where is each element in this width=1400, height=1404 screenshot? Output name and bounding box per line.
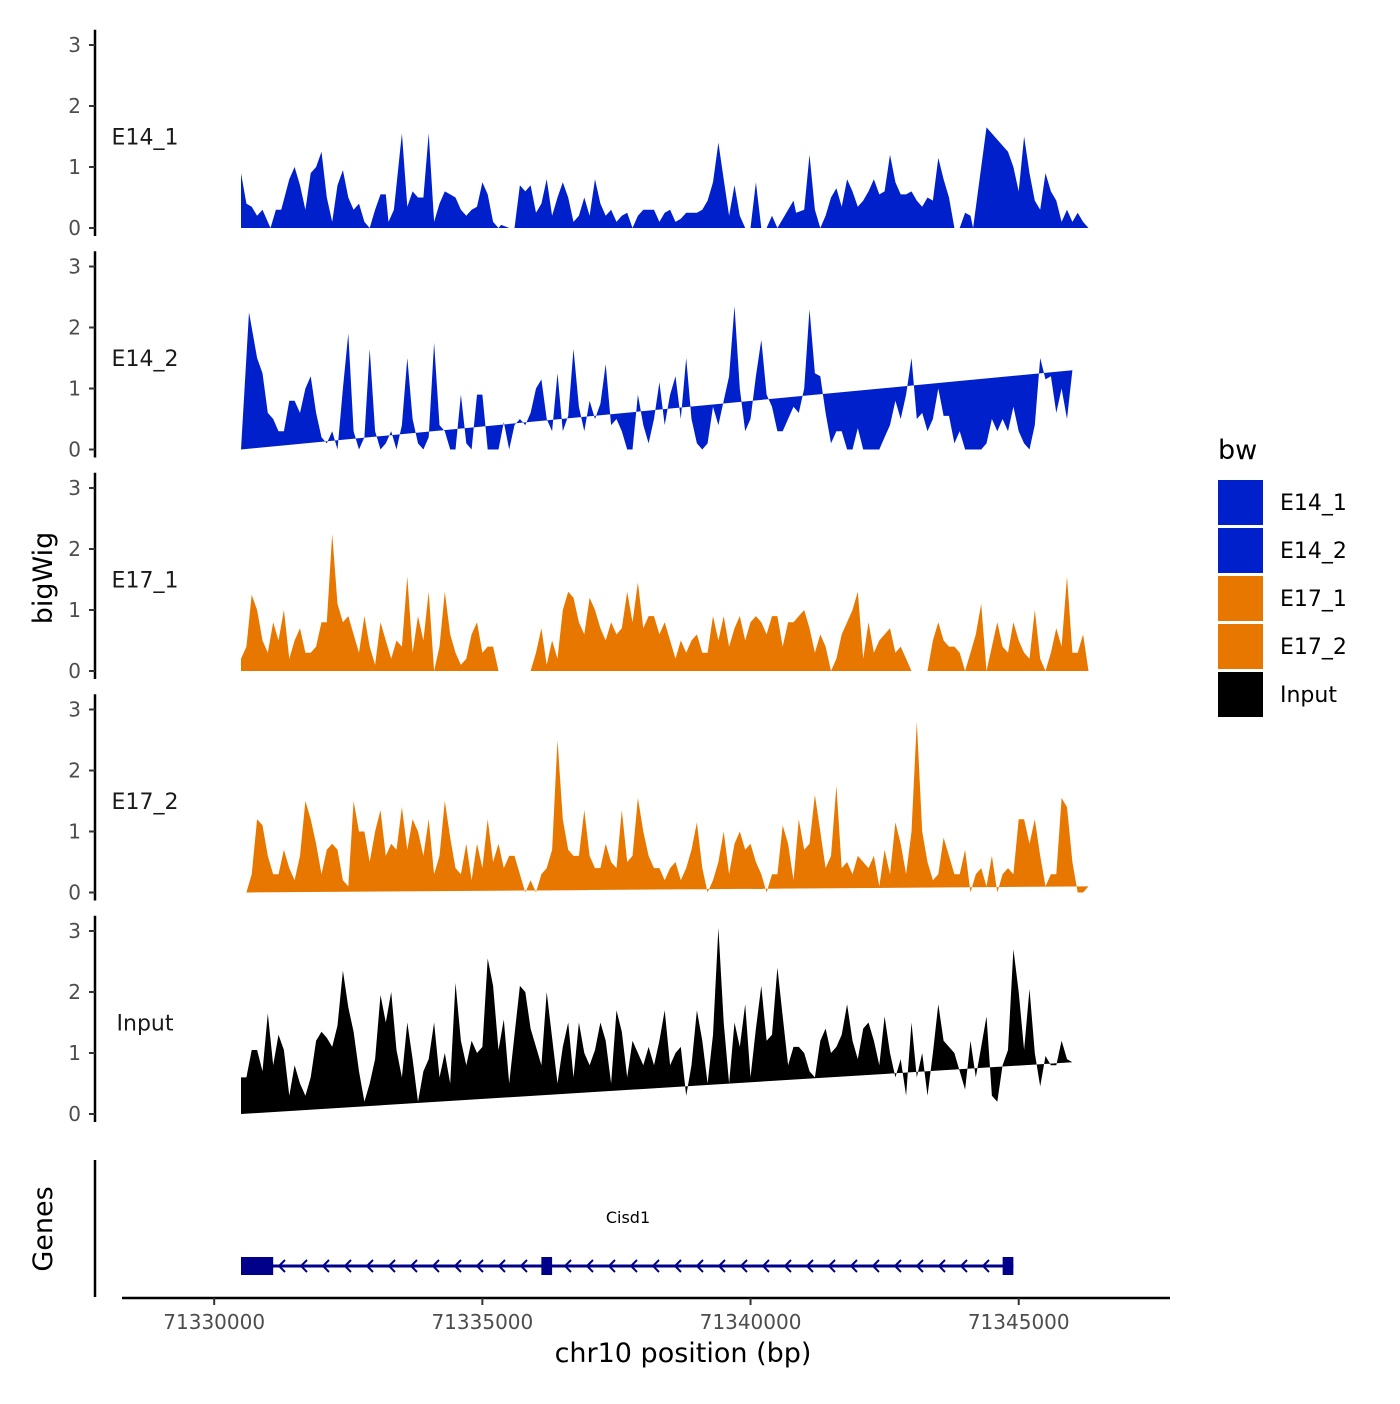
- track-e17-1: 0 1 2 3 E17_1: [68, 472, 1116, 683]
- y-tick-label: 1: [68, 598, 81, 622]
- signal-area-input: [241, 928, 1073, 1114]
- strand-arrow: [915, 1259, 924, 1273]
- x-tick-label: 71335000: [431, 1310, 533, 1334]
- strand-arrow: [849, 1259, 858, 1273]
- strand-arrow: [761, 1259, 770, 1273]
- strand-arrow: [563, 1259, 572, 1273]
- x-tick-label: 71330000: [163, 1310, 265, 1334]
- y-tick-label: 3: [68, 919, 81, 943]
- genes-layer: Cisd1: [93, 1160, 1014, 1297]
- strand-arrow: [783, 1259, 792, 1273]
- y-tick-label: 2: [68, 537, 81, 561]
- signal-area-e17-2: [241, 721, 1089, 893]
- y-tick-label: 2: [68, 94, 81, 118]
- strand-arrow: [321, 1259, 330, 1273]
- legend-swatch: [1218, 480, 1263, 525]
- track-e17-2: 0 1 2 3 E17_2: [68, 694, 1089, 905]
- y-tick-label: 1: [68, 155, 81, 179]
- strand-arrow: [937, 1259, 946, 1273]
- y-tick-label: 0: [68, 438, 81, 462]
- y-tick-label: 0: [68, 881, 81, 905]
- strand-arrow: [651, 1259, 660, 1273]
- y-tick-label: 3: [68, 33, 81, 57]
- track-label: Input: [117, 1012, 174, 1037]
- track-label: E17_2: [112, 790, 179, 815]
- signal-area-e14-2: [241, 306, 1073, 450]
- y-tick-label: 0: [68, 659, 81, 683]
- strand-arrow: [607, 1259, 616, 1273]
- strand-arrow: [673, 1259, 682, 1273]
- strand-arrow: [717, 1259, 726, 1273]
- strand-arrow: [695, 1259, 704, 1273]
- legend-entry-label: Input: [1280, 683, 1337, 708]
- strand-arrow: [343, 1259, 352, 1273]
- strand-arrow: [431, 1259, 440, 1273]
- track-label: E17_1: [112, 569, 179, 594]
- x-axis-title: chr10 position (bp): [555, 1338, 812, 1369]
- x-tick-label: 71345000: [968, 1310, 1070, 1334]
- y-tick-label: 3: [68, 476, 81, 500]
- strand-arrow: [497, 1259, 506, 1273]
- strand-arrow: [387, 1259, 396, 1273]
- legend-swatch: [1218, 528, 1263, 573]
- strand-arrow: [365, 1259, 374, 1273]
- strand-arrow: [871, 1259, 880, 1273]
- strand-arrow: [981, 1259, 990, 1273]
- y-tick-label: 0: [68, 216, 81, 240]
- legend-swatch: [1218, 624, 1263, 669]
- legend-entry-label: E14_2: [1280, 539, 1347, 564]
- strand-arrow: [409, 1259, 418, 1273]
- y-axis-title: bigWig: [28, 532, 59, 625]
- exon-block: [1002, 1257, 1014, 1275]
- y-tick-label: 2: [68, 316, 81, 340]
- strand-arrow: [453, 1259, 462, 1273]
- legend: bw E14_1 E14_2 E17_1 E17_2 Input: [1218, 435, 1347, 717]
- strand-arrow: [585, 1259, 594, 1273]
- track-e14-2: 0 1 2 3 E14_2: [68, 251, 1073, 462]
- y-tick-label: 1: [68, 377, 81, 401]
- track-input: 0 1 2 3 Input: [68, 915, 1073, 1126]
- track-label: E14_1: [112, 126, 179, 151]
- track-label: E14_2: [112, 347, 179, 372]
- gene-cisd1: Cisd1: [241, 1208, 1014, 1275]
- y-tick-label: 1: [68, 820, 81, 844]
- x-tick-label: 71340000: [700, 1310, 802, 1334]
- strand-arrow: [629, 1259, 638, 1273]
- genes-track-title: Genes: [28, 1186, 59, 1271]
- legend-swatch: [1218, 672, 1263, 717]
- strand-arrow: [475, 1259, 484, 1273]
- gene-name-label: Cisd1: [606, 1208, 650, 1227]
- y-tick-label: 0: [68, 1102, 81, 1126]
- signal-area-e14-1: [241, 127, 1094, 228]
- legend-title: bw: [1218, 435, 1257, 466]
- strand-arrow: [959, 1259, 968, 1273]
- strand-arrow: [805, 1259, 814, 1273]
- strand-arrow: [299, 1259, 308, 1273]
- y-tick-label: 1: [68, 1041, 81, 1065]
- x-axis: 71330000 71335000 71340000 71345000: [122, 1296, 1170, 1334]
- y-tick-label: 3: [68, 255, 81, 279]
- legend-entry-label: E17_1: [1280, 587, 1347, 612]
- strand-arrow: [739, 1259, 748, 1273]
- strand-arrow: [827, 1259, 836, 1273]
- strand-arrow: [519, 1259, 528, 1273]
- track-e14-1: 0 1 2 3 E14_1: [68, 29, 1094, 240]
- legend-swatch: [1218, 576, 1263, 621]
- tracks-layer: 0 1 2 3 E14_1 0 1 2 3 E14_2 0 1 2 3 E17_1 0 1 2 3 E17_2 0 1 2 3…: [68, 29, 1116, 1126]
- exon-block: [241, 1257, 274, 1275]
- y-tick-label: 3: [68, 698, 81, 722]
- y-tick-label: 2: [68, 980, 81, 1004]
- strand-arrow: [893, 1259, 902, 1273]
- signal-area-e17-1: [241, 533, 1116, 671]
- legend-entry-label: E14_1: [1280, 491, 1347, 516]
- y-tick-label: 2: [68, 759, 81, 783]
- strand-arrow: [277, 1259, 286, 1273]
- legend-entry-label: E17_2: [1280, 635, 1347, 660]
- exon-block: [541, 1257, 553, 1275]
